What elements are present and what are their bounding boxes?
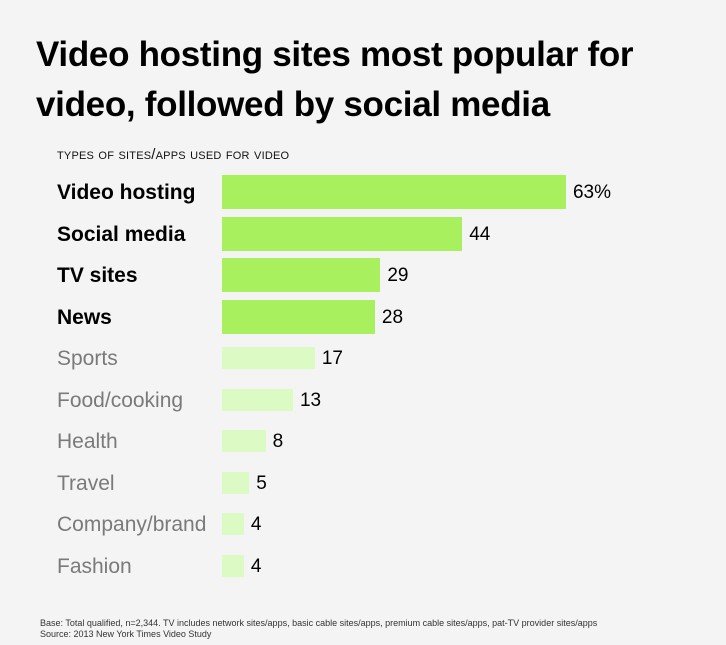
chart-subtitle: Types of sites/apps used for video — [57, 146, 290, 163]
bar-label: News — [57, 305, 112, 329]
bar — [222, 347, 315, 369]
footnote-base: Base: Total qualified, n=2,344. TV inclu… — [40, 618, 598, 628]
bar-value: 5 — [256, 472, 267, 494]
bar-label: Sports — [57, 347, 118, 370]
bar-row: Health 8 — [0, 421, 726, 462]
bar-row: TV sites 29 — [0, 255, 726, 296]
bar-label: Health — [57, 430, 118, 453]
bar-value: 4 — [250, 514, 262, 535]
bar — [222, 554, 244, 577]
bar — [222, 175, 566, 209]
bar-label: Company/brand — [57, 513, 207, 536]
bar-value: 44 — [469, 223, 491, 245]
bar-row: News 28 — [0, 297, 726, 338]
bar-row: Video hosting 63% — [0, 172, 726, 213]
bar-row: Food/cooking 13 — [0, 380, 726, 421]
bar-row: Social media 44 — [0, 214, 726, 255]
footnote-source: Source: 2013 New York Times Video Study — [40, 629, 212, 639]
bar — [222, 388, 293, 411]
bar-label: Travel — [57, 471, 115, 495]
bar-row: Company/brand 4 — [0, 504, 726, 545]
bar — [222, 258, 381, 292]
bar-label: Social media — [57, 222, 186, 246]
bar-label: Fashion — [57, 554, 132, 578]
bar-row: Sports 17 — [0, 338, 726, 379]
bar-value: 29 — [387, 265, 409, 286]
bar — [222, 299, 375, 334]
bar-chart: Video hosting 63% Social media 44 TV sites 29… — [0, 172, 726, 587]
bar-value: 63% — [572, 182, 611, 203]
chart-title: Video hosting sites most popular for vid… — [36, 35, 634, 124]
bar — [222, 430, 266, 452]
bar-value: 8 — [272, 431, 284, 452]
bar — [222, 216, 463, 251]
bar-value: 13 — [299, 389, 322, 411]
bar-value: 28 — [381, 306, 404, 328]
bar-row: Fashion 4 — [0, 546, 726, 587]
bar-label: Food/cooking — [57, 388, 184, 412]
bar-row: Travel 5 — [0, 463, 726, 504]
bar — [222, 471, 250, 494]
bar-label: TV sites — [57, 264, 138, 287]
bar-value: 4 — [250, 555, 262, 577]
bar — [222, 513, 244, 535]
bar-value: 17 — [321, 348, 343, 369]
bar-label: Video hosting — [57, 181, 196, 204]
footnote: Base: Total qualified, n=2,344. TV inclu… — [40, 618, 597, 640]
